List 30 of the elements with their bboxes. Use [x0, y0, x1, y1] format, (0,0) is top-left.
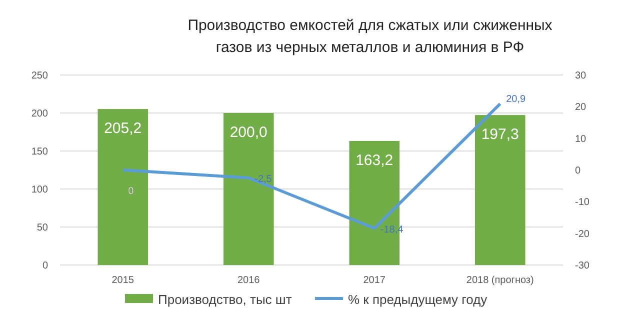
y2-tick-label: -20 — [575, 228, 590, 240]
x-tick-label: 2018 (прогноз) — [466, 275, 534, 286]
data-label: 163,2 — [356, 152, 394, 169]
legend-label: % к предыдущему году — [348, 292, 488, 307]
y-tick-label: 0 — [42, 260, 48, 272]
chart-title: Производство емкостей для сжатых или сжиженных газов из черных металлов и алюминия в РФ — [188, 17, 553, 56]
y2-tick-label: 30 — [575, 70, 587, 82]
bar — [223, 113, 274, 265]
data-label: 0 — [128, 186, 134, 197]
y2-tick-label: 0 — [575, 166, 581, 176]
bar — [98, 109, 148, 265]
x-tick-label: 2017 — [363, 275, 386, 286]
legend-label: Производство, тыс шт — [158, 292, 292, 307]
data-label: 20,9 — [506, 94, 526, 105]
y2-tick-label: -10 — [575, 197, 590, 208]
y2-tick-label: 10 — [575, 134, 587, 145]
x-tick-label: 2015 — [112, 275, 134, 286]
y2-tick-label: 20 — [575, 102, 587, 114]
data-label: 205,2 — [104, 120, 142, 138]
data-label: 200,0 — [230, 124, 268, 141]
y2-tick-label: -30 — [575, 260, 590, 272]
y-tick-label: 250 — [31, 70, 48, 82]
x-tick-label: 2016 — [238, 275, 260, 286]
data-label: 197,3 — [481, 126, 519, 144]
y-tick-label: 200 — [31, 108, 48, 120]
data-label: -2,5 — [254, 174, 272, 185]
y-tick-label: 150 — [31, 146, 48, 158]
bar — [474, 115, 526, 265]
y-tick-label: 50 — [36, 222, 48, 234]
y-tick-label: 100 — [31, 184, 48, 196]
